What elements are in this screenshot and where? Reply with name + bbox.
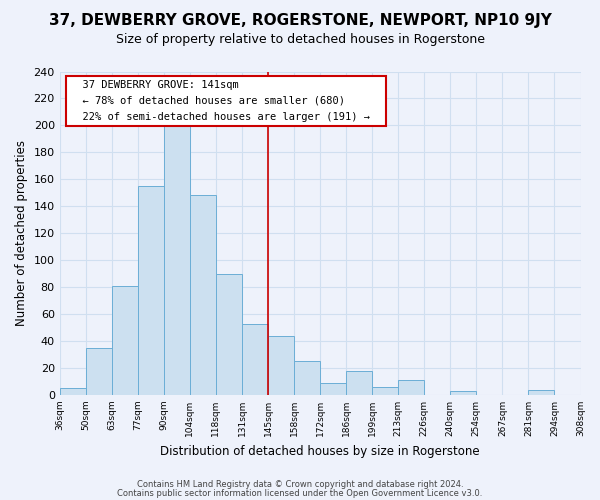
Bar	[190, 196, 216, 395]
Text: 37 DEWBERRY GROVE: 141sqm  
  ← 78% of detached houses are smaller (680)  
  22%: 37 DEWBERRY GROVE: 141sqm ← 78% of detac…	[70, 80, 383, 122]
Bar	[346, 370, 372, 395]
Bar	[242, 324, 268, 395]
Text: Contains HM Land Registry data © Crown copyright and database right 2024.: Contains HM Land Registry data © Crown c…	[137, 480, 463, 489]
Bar	[398, 380, 424, 395]
Bar	[268, 336, 294, 395]
Bar	[164, 124, 190, 395]
Bar	[216, 274, 242, 395]
Bar	[320, 383, 346, 395]
Text: Contains public sector information licensed under the Open Government Licence v3: Contains public sector information licen…	[118, 488, 482, 498]
Bar	[294, 361, 320, 395]
Bar	[372, 387, 398, 395]
Bar	[529, 390, 554, 395]
Bar	[112, 286, 138, 395]
Y-axis label: Number of detached properties: Number of detached properties	[15, 140, 28, 326]
X-axis label: Distribution of detached houses by size in Rogerstone: Distribution of detached houses by size …	[160, 444, 480, 458]
Text: Size of property relative to detached houses in Rogerstone: Size of property relative to detached ho…	[115, 32, 485, 46]
Bar	[86, 348, 112, 395]
Bar	[59, 388, 86, 395]
Bar	[450, 391, 476, 395]
Bar	[138, 186, 164, 395]
Text: 37, DEWBERRY GROVE, ROGERSTONE, NEWPORT, NP10 9JY: 37, DEWBERRY GROVE, ROGERSTONE, NEWPORT,…	[49, 12, 551, 28]
